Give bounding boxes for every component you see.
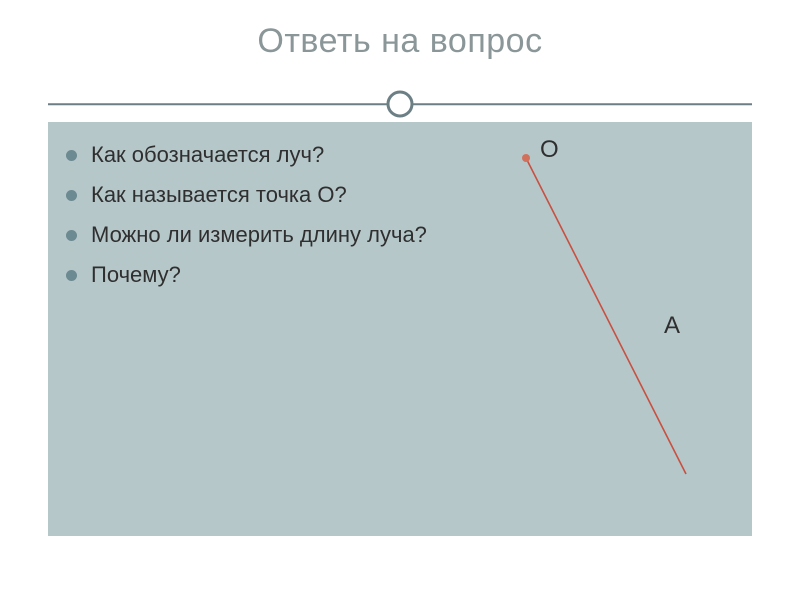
ray-line [526, 158, 686, 474]
list-item: Почему? [66, 262, 427, 288]
bullet-text: Как называется точка О? [91, 182, 347, 208]
point-label-o: О [540, 136, 559, 164]
bullet-text: Как обозначается луч? [91, 142, 324, 168]
ray-origin-point [522, 154, 530, 162]
slide: Ответь на вопрос Как обозначается луч? К… [0, 0, 800, 600]
slide-title: Ответь на вопрос [0, 22, 800, 61]
divider-circle-icon [385, 89, 415, 119]
bullet-icon [66, 150, 77, 161]
bullet-icon [66, 270, 77, 281]
point-label-a: А [664, 312, 680, 340]
content-panel: Как обозначается луч? Как называется точ… [48, 122, 752, 536]
bullet-icon [66, 190, 77, 201]
list-item: Как называется точка О? [66, 182, 427, 208]
bullet-text: Можно ли измерить длину луча? [91, 222, 427, 248]
title-divider [48, 86, 752, 122]
bullet-list: Как обозначается луч? Как называется точ… [66, 142, 427, 302]
list-item: Можно ли измерить длину луча? [66, 222, 427, 248]
bullet-text: Почему? [91, 262, 181, 288]
bullet-icon [66, 230, 77, 241]
list-item: Как обозначается луч? [66, 142, 427, 168]
